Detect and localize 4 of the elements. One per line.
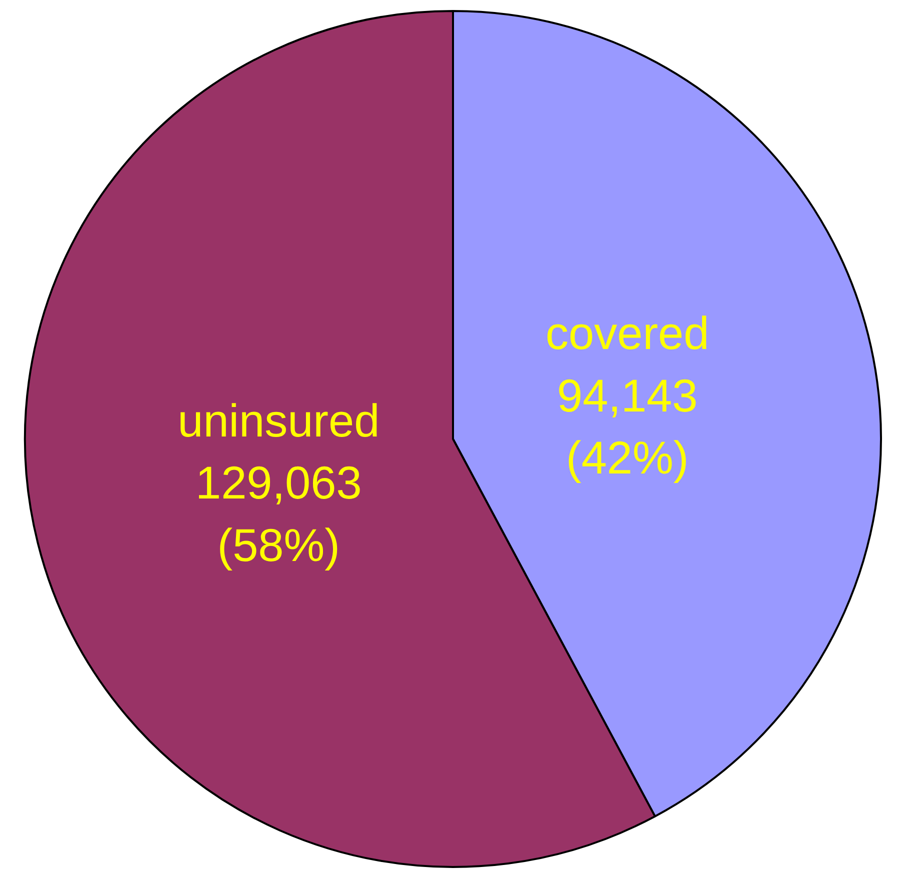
slice-label: uninsured [178, 394, 380, 446]
data-label: 129,063 (58%) [196, 456, 362, 572]
data-label: 94,143 (42%) [557, 369, 698, 484]
slice-label: covered [546, 306, 710, 359]
